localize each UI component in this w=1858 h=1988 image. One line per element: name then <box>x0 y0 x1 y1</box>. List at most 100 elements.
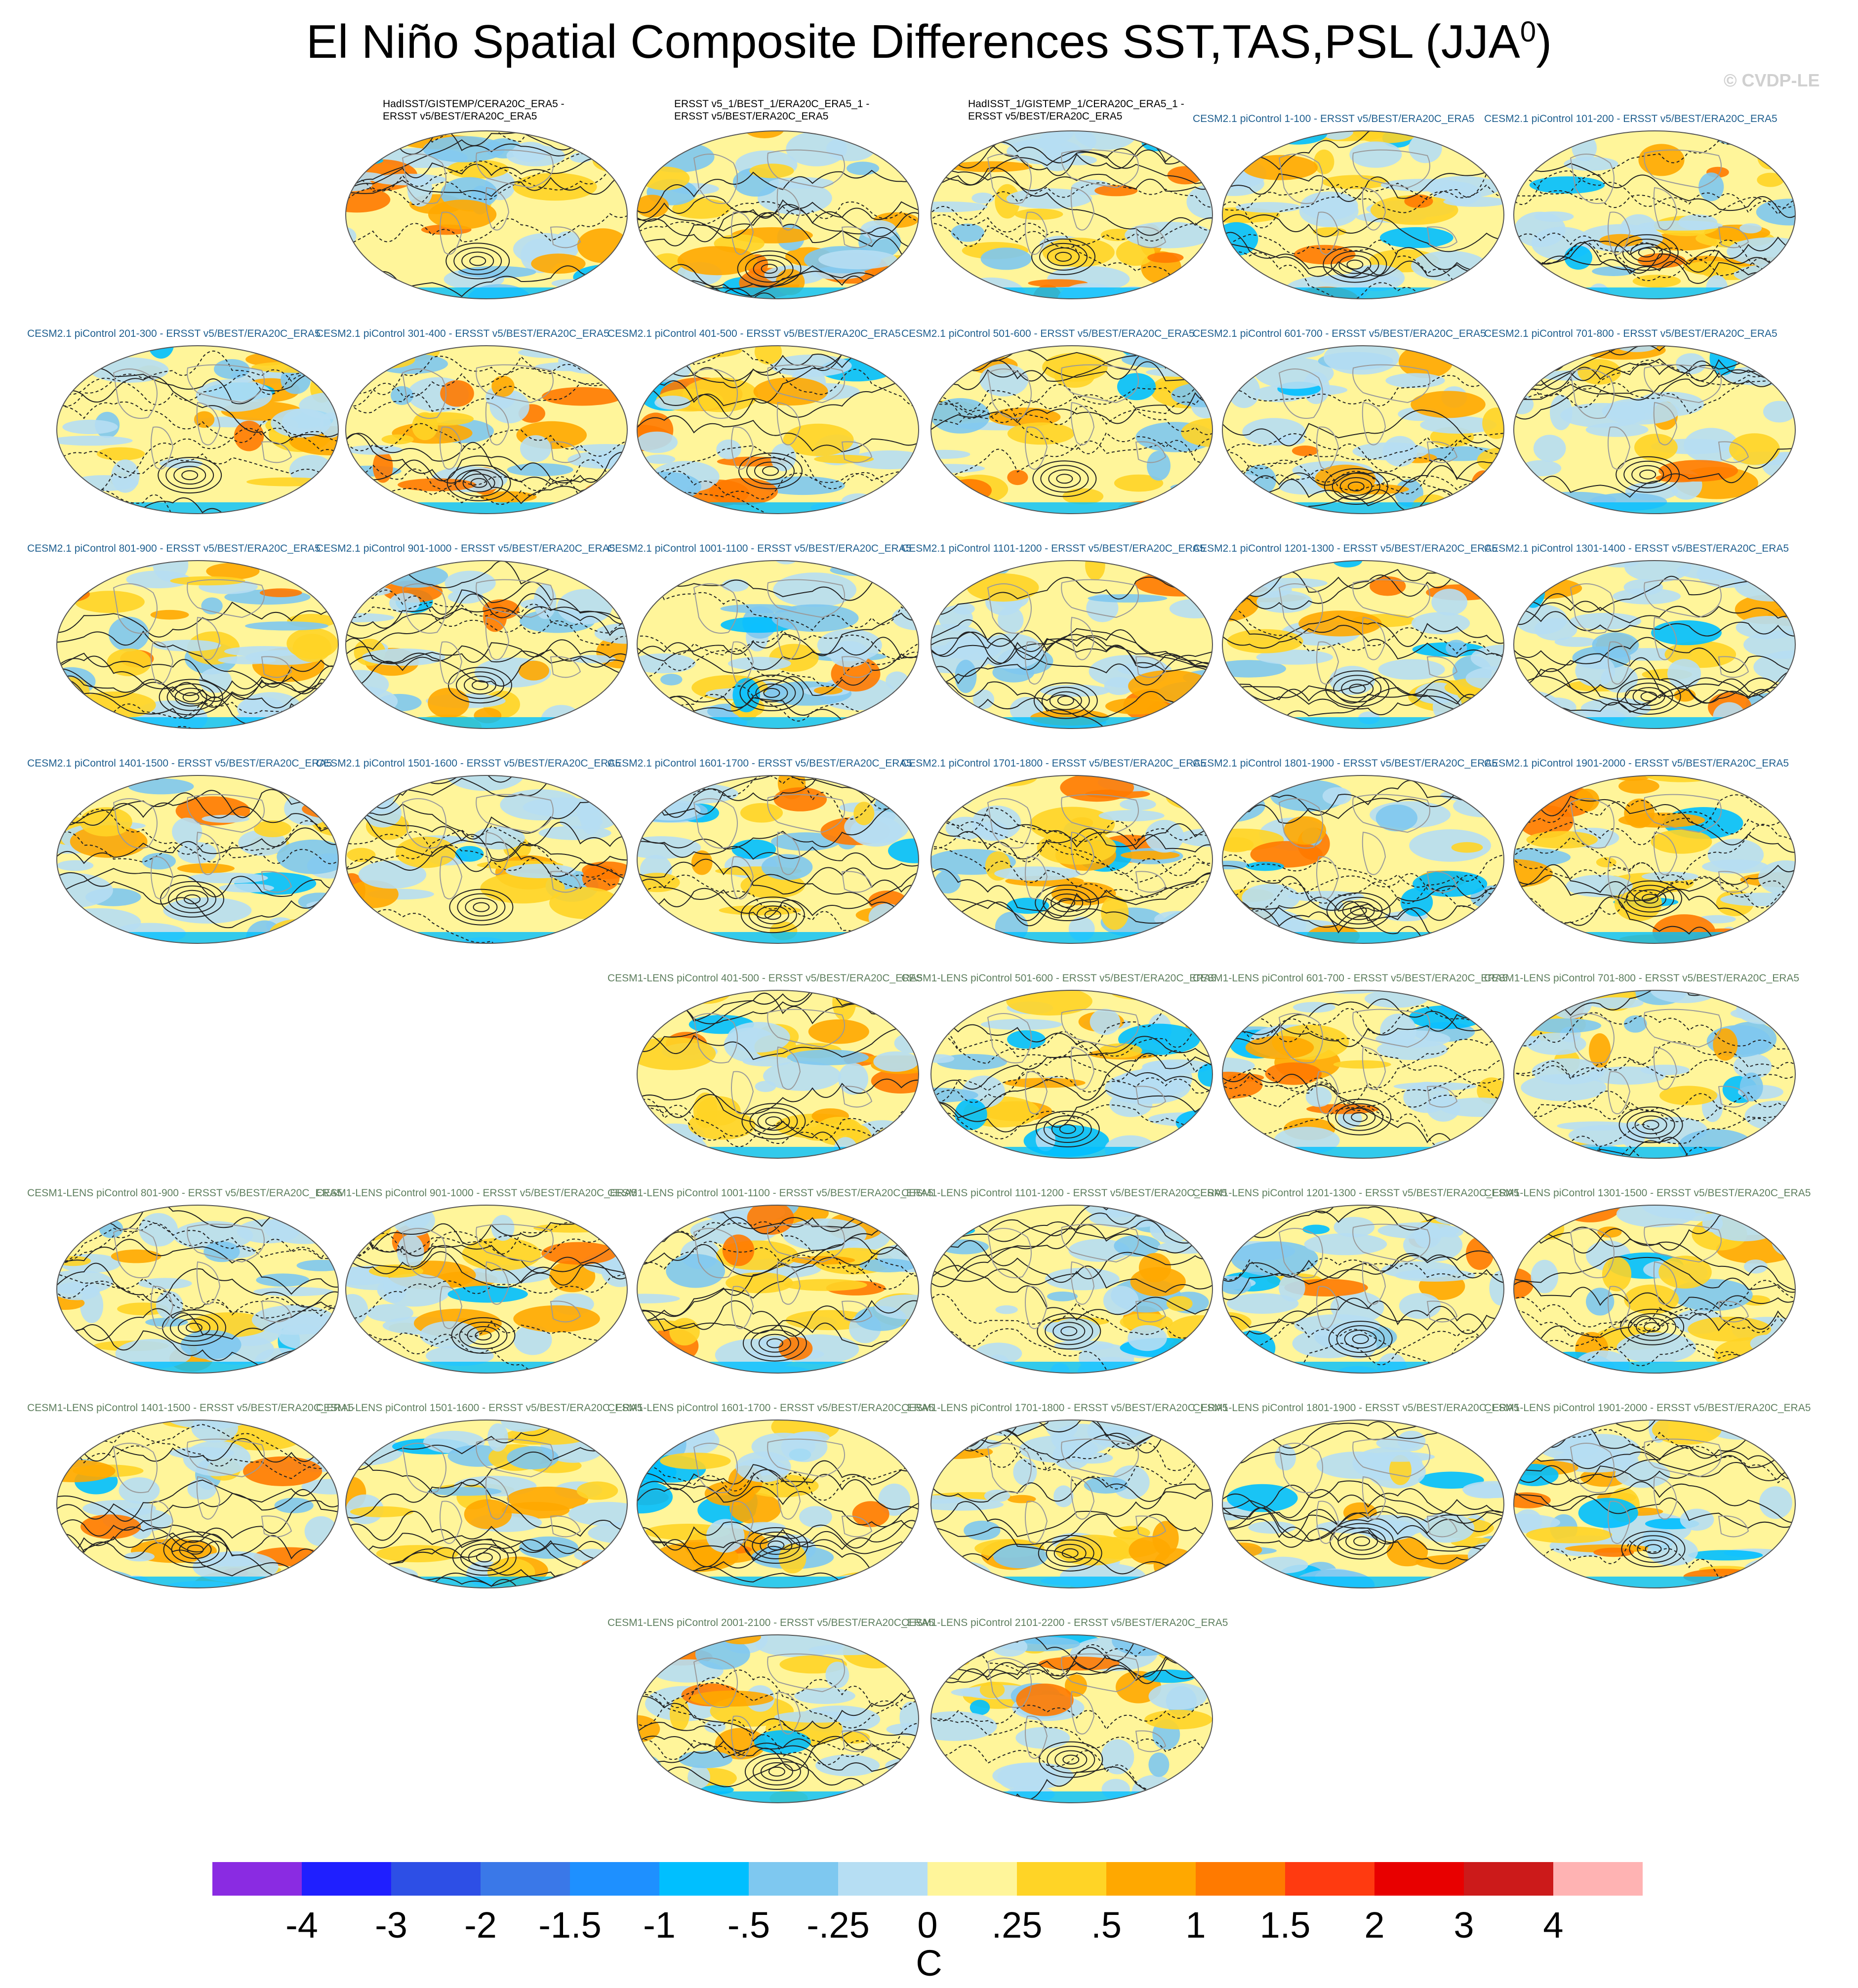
psl-contour-ring <box>1353 1536 1371 1546</box>
anomaly-patch <box>513 1305 600 1333</box>
continent-outline <box>1644 579 1722 618</box>
psl-contour-ring <box>1040 465 1089 493</box>
world-map-svg <box>1222 1205 1504 1374</box>
anomaly-patch <box>1254 357 1334 389</box>
continent-outline <box>1644 794 1722 833</box>
psl-contour <box>57 451 338 481</box>
world-map-svg <box>345 345 628 514</box>
psl-contour-ring <box>173 466 206 485</box>
anomaly-patch <box>292 634 332 662</box>
anomaly-patch <box>1544 131 1580 141</box>
continent-outline <box>731 641 754 685</box>
panel-label-line: CESM2.1 piControl 901-1000 - ERSST v5/BE… <box>316 543 615 554</box>
map-border <box>345 345 628 514</box>
continent-outline <box>767 149 845 189</box>
continent-outline <box>1570 1228 1615 1278</box>
anomaly-patch <box>1222 990 1294 1006</box>
anomaly-patch <box>1698 172 1724 202</box>
psl-contour <box>931 1243 1212 1283</box>
anomaly-patch <box>679 1750 732 1768</box>
psl-contour <box>1514 1228 1795 1291</box>
colorbar-tick-label: .5 <box>1091 1905 1122 1946</box>
anomaly-patch <box>903 346 919 352</box>
continent-outline <box>1362 1261 1386 1305</box>
anomaly-patch <box>1403 1228 1463 1262</box>
psl-contour <box>57 827 338 864</box>
anomaly-patch <box>1228 504 1266 514</box>
psl-contour <box>931 629 1212 681</box>
psl-contour <box>637 204 919 255</box>
anomaly-patch <box>1284 816 1327 845</box>
psl-contour <box>637 1460 919 1505</box>
map-border <box>637 775 919 944</box>
anomaly-patch <box>80 807 132 837</box>
psl-contour <box>57 1437 338 1463</box>
anomaly-patch <box>1647 1537 1698 1566</box>
anomaly-patch <box>1489 1270 1504 1306</box>
anomaly-patch <box>1242 418 1306 446</box>
anomaly-patch <box>1465 1565 1504 1588</box>
anomaly-patch <box>346 613 395 622</box>
anomaly-patch <box>1147 252 1184 263</box>
composite-map-panel <box>1511 128 1798 301</box>
continent-outline <box>476 1438 554 1478</box>
psl-contour <box>1222 1105 1504 1152</box>
anomaly-patch <box>1640 1064 1690 1075</box>
psl-contour <box>57 1424 338 1482</box>
psl-contour <box>346 775 627 809</box>
anomaly-patch <box>859 1258 916 1272</box>
anomaly-patch <box>931 1088 978 1103</box>
world-map-svg <box>345 560 628 729</box>
anomaly-patch <box>1713 1028 1738 1061</box>
world-map-svg <box>345 130 628 299</box>
psl-contour <box>1514 1091 1795 1136</box>
anomaly-patch <box>111 1249 162 1263</box>
anomaly-patch <box>1439 1206 1469 1216</box>
panel-label: HadISST/GISTEMP/CERA20C_ERA5 - ERSST v5/B… <box>383 98 565 122</box>
anomaly-patch <box>660 674 683 686</box>
anomaly-patch <box>1618 778 1659 794</box>
anomaly-patch <box>1007 1495 1036 1503</box>
title-superscript: 0 <box>1520 16 1536 48</box>
continent-outline <box>841 656 873 678</box>
world-map-svg <box>1513 1420 1796 1588</box>
psl-contour <box>637 1729 919 1758</box>
psl-contour <box>1222 1005 1504 1043</box>
psl-contour-ring <box>1035 1111 1100 1147</box>
psl-contour <box>1514 1309 1795 1370</box>
colorbar-tick-label: -.25 <box>807 1905 870 1946</box>
psl-contour <box>637 874 919 923</box>
psl-contour <box>931 1664 1212 1683</box>
anomaly-patch <box>1319 274 1400 285</box>
panel-label-line: CESM1-LENS piControl 1801-1900 - ERSST v… <box>1193 1402 1520 1414</box>
world-map-svg <box>930 345 1213 514</box>
psl-contour <box>57 368 338 405</box>
panel-label: CESM1-LENS piControl 801-900 - ERSST v5/… <box>27 1187 342 1199</box>
anomaly-patch <box>1521 460 1562 477</box>
anomaly-patch <box>307 719 338 729</box>
colorbar-tick-label: -1 <box>643 1905 676 1946</box>
title-close: ) <box>1536 15 1552 68</box>
anomaly-patch <box>948 161 1033 172</box>
psl-contour-ring <box>453 247 502 275</box>
anomaly-patch <box>1575 788 1600 811</box>
continent-outline <box>187 1223 265 1263</box>
anomaly-patch <box>814 1117 863 1146</box>
continent-outline <box>1316 856 1339 899</box>
psl-contour <box>931 619 1212 669</box>
anomaly-patch <box>282 408 324 436</box>
panel-label: ERSST v5_1/BEST_1/ERA20C_ERA5_1 - ERSST v… <box>674 98 869 122</box>
colorbar-tick-label: -4 <box>285 1905 318 1946</box>
psl-contour-ring <box>1332 473 1380 500</box>
anomaly-patch <box>108 616 149 651</box>
psl-contour <box>346 1245 627 1286</box>
anomaly-patch <box>691 850 713 875</box>
continent-outline <box>1362 402 1386 446</box>
psl-contour <box>1514 360 1795 410</box>
psl-contour <box>1514 1041 1795 1082</box>
composite-map-panel <box>1511 773 1798 946</box>
map-border <box>1513 130 1796 299</box>
anomaly-patch <box>1006 188 1092 209</box>
anomaly-patch <box>57 1460 116 1482</box>
anomaly-patch <box>346 1344 384 1363</box>
